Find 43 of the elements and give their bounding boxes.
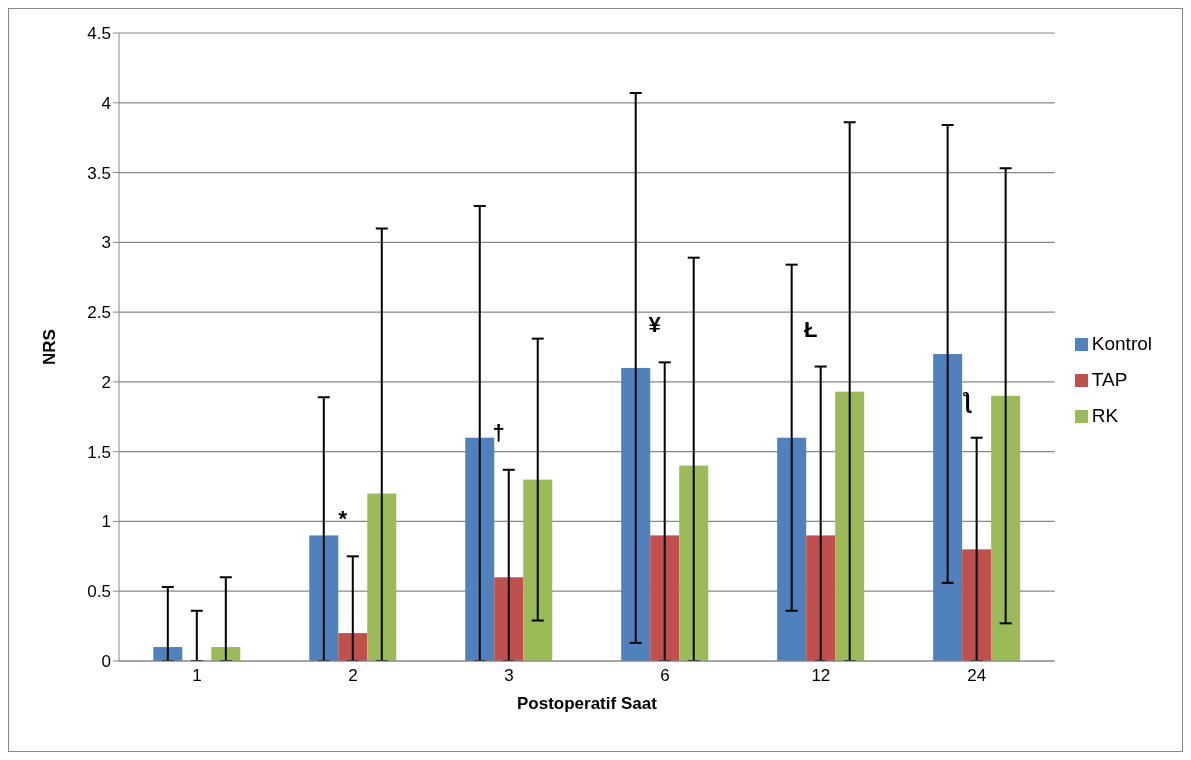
legend-label: RK	[1091, 405, 1119, 426]
y-tick-label: 4.5	[87, 24, 111, 44]
bar	[153, 647, 183, 661]
y-tick-label: 1.5	[87, 442, 111, 462]
bar	[991, 395, 1021, 661]
annotation: †	[492, 419, 505, 445]
annotation: ƪ	[962, 387, 972, 413]
legend-label: TAP	[1091, 369, 1128, 390]
y-tick-label: 0	[101, 652, 111, 672]
y-tick-label: 3	[101, 233, 111, 253]
y-tick-label: 3.5	[87, 163, 111, 183]
bar	[962, 549, 992, 661]
x-tick-label: 6	[660, 666, 670, 686]
y-tick-label: 1	[101, 512, 111, 532]
y-tick-label: 2.5	[87, 303, 111, 323]
x-tick-label: 3	[504, 666, 514, 686]
bar	[933, 353, 963, 661]
y-tick-label: 4	[101, 93, 111, 113]
bar	[806, 535, 836, 661]
legend-label: Kontrol	[1091, 333, 1152, 354]
bar	[338, 633, 368, 661]
annotation: Ł	[803, 316, 818, 342]
bar	[465, 437, 495, 661]
x-tick-label: 12	[811, 666, 831, 686]
annotation: *	[338, 506, 348, 532]
x-tick-label: 24	[967, 666, 987, 686]
bar	[367, 493, 397, 661]
annotation: ¥	[648, 312, 662, 338]
bar	[621, 367, 651, 661]
bar	[650, 535, 680, 661]
bar	[679, 465, 709, 661]
bar	[211, 647, 241, 661]
bar	[309, 535, 339, 661]
y-tick-label: 0.5	[87, 582, 111, 602]
bar	[494, 577, 524, 661]
y-tick-label: 2	[101, 372, 111, 392]
bar	[835, 391, 865, 661]
x-axis-title: Postoperatif Saat	[516, 694, 658, 713]
bar	[523, 479, 553, 661]
x-tick-label: 1	[192, 666, 202, 686]
y-axis-title: NRS	[40, 329, 60, 365]
bar	[777, 437, 807, 661]
x-tick-label: 2	[348, 666, 358, 686]
